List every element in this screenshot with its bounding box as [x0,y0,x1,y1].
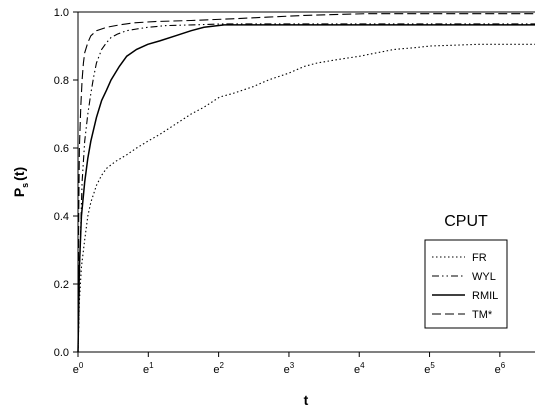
x-tick-label: e1 [143,361,154,376]
legend-label: FR [472,252,487,264]
x-tick-label: e5 [424,361,435,376]
legend-label: RMIL [472,290,498,302]
y-tick-label: 0.2 [54,279,69,291]
legend-label: TM* [472,309,493,321]
x-tick-label: e4 [354,361,365,376]
panel-label: CPUT [444,213,488,230]
y-axis-title-suffix: (t) [11,167,27,181]
x-tick-label: e3 [284,361,295,376]
y-tick-label: 0.8 [54,75,69,87]
x-tick-label: e2 [213,361,224,376]
legend: FR WYL RMIL TM* [425,240,507,328]
x-tick-label: e6 [495,361,506,376]
y-axis-title-subscript: s [20,183,30,188]
y-tick-label: 1.0 [54,7,69,19]
y-tick-label: 0.6 [54,143,69,155]
y-tick-label: 0.0 [54,347,69,359]
y-tick-label: 0.4 [54,211,69,223]
x-axis-title: t [304,392,309,407]
legend-box [425,240,507,328]
y-axis-title: Ps (t) [11,167,30,197]
y-axis-title-main: P [11,188,27,197]
x-tick-label: e0 [73,361,84,376]
legend-label: WYL [472,271,496,283]
